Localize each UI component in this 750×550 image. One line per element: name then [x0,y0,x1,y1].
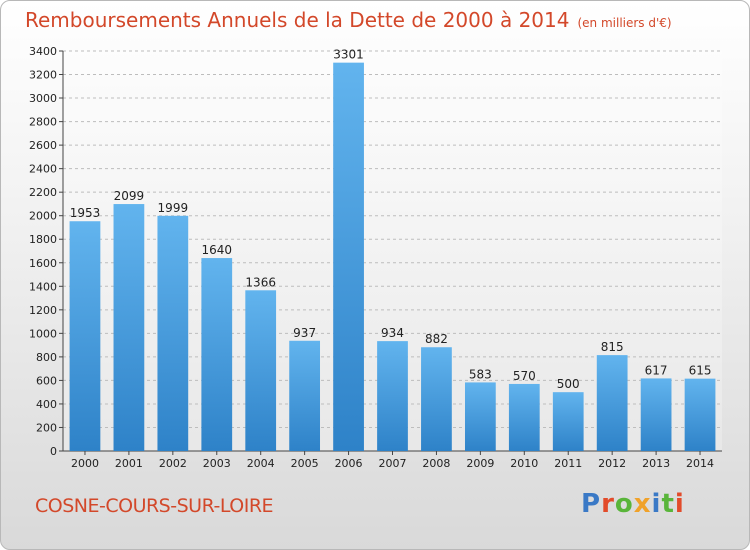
value-label: 617 [645,363,668,377]
value-label: 1999 [158,201,189,215]
y-tick-label: 3400 [29,45,57,58]
bar-2014 [684,378,716,451]
logo-letter: o [614,489,634,519]
bar-2005 [289,340,321,451]
logo-letter: x [633,489,652,519]
y-tick-label: 2000 [29,210,57,223]
y-tick-label: 200 [36,421,57,434]
unit-label: (en milliers d'€) [577,16,672,30]
x-tick-label: 2009 [466,457,494,470]
value-label: 583 [469,367,492,381]
bar-2004 [245,290,277,451]
value-label: 570 [513,369,536,383]
bar-2008 [421,347,452,451]
logo-letter: i [674,489,685,519]
value-label: 934 [381,326,404,340]
x-tick-label: 2004 [247,457,275,470]
y-tick-label: 800 [36,351,57,364]
y-tick-label: 2800 [29,116,57,129]
bar-2007 [377,341,408,451]
x-tick-label: 2010 [510,457,538,470]
y-tick-label: 400 [36,398,57,411]
bar-2009 [464,382,496,451]
bar-2012 [596,355,628,451]
y-tick-label: 1800 [29,233,57,246]
chart-title: Remboursements Annuels de la Dette de 20… [25,8,672,32]
y-tick-label: 3200 [29,69,57,82]
logo-letter: P [581,489,602,519]
y-tick-label: 1400 [29,280,57,293]
x-tick-label: 2011 [554,457,582,470]
x-tick-label: 2013 [642,457,670,470]
y-tick-label: 2600 [29,139,57,152]
logo-letter: r [601,489,615,519]
value-label: 1953 [70,206,101,220]
value-label: 2099 [114,189,145,203]
bar-2001 [113,204,145,451]
x-tick-label: 2002 [159,457,187,470]
bar-2002 [157,215,189,451]
city-name: COSNE-COURS-SUR-LOIRE [35,495,274,517]
y-tick-label: 1200 [29,304,57,317]
x-tick-label: 2007 [379,457,407,470]
value-label: 500 [557,377,580,391]
value-label: 815 [601,340,624,354]
bar-2010 [508,383,540,451]
logo-letter: t [661,489,675,519]
value-label: 937 [293,326,316,340]
y-tick-label: 2400 [29,163,57,176]
bar-2003 [201,258,233,451]
bar-2006 [333,62,364,451]
x-tick-label: 2001 [115,457,143,470]
y-tick-label: 1000 [29,327,57,340]
y-tick-label: 2200 [29,186,57,199]
value-label: 1640 [201,243,232,257]
bar-2000 [69,221,101,451]
bar-2011 [552,392,584,451]
y-tick-label: 0 [50,445,57,458]
value-label: 3301 [333,48,364,62]
x-tick-label: 2006 [335,457,363,470]
value-label: 1366 [245,275,276,289]
title-text: Remboursements Annuels de la Dette de 20… [25,8,570,32]
y-tick-label: 3000 [29,92,57,105]
proxiti-logo: Proxiti [581,489,685,519]
logo-letter: i [651,489,662,519]
y-tick-label: 1600 [29,257,57,270]
value-label: 615 [689,364,712,378]
bar-2013 [640,378,672,451]
x-tick-label: 2005 [291,457,319,470]
x-tick-label: 2003 [203,457,231,470]
y-tick-label: 600 [36,374,57,387]
x-tick-label: 2014 [686,457,714,470]
x-tick-label: 2012 [598,457,626,470]
x-tick-label: 2000 [71,457,99,470]
x-tick-label: 2008 [422,457,450,470]
value-label: 882 [425,332,448,346]
